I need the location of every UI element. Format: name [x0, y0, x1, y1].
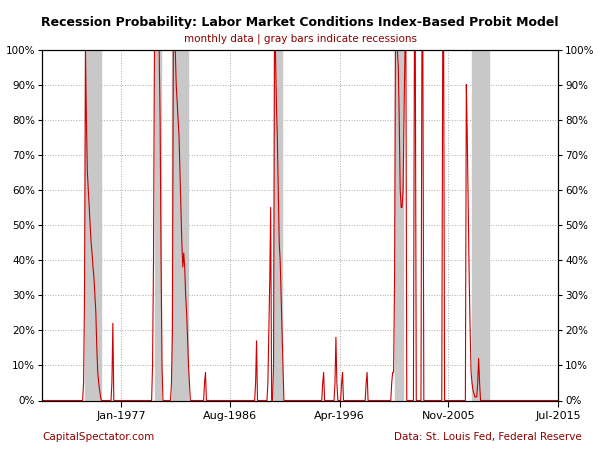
Bar [395, 50, 403, 400]
Bar [85, 50, 101, 400]
Text: monthly data | gray bars indicate recessions: monthly data | gray bars indicate recess… [184, 34, 416, 44]
Text: Recession Probability: Labor Market Conditions Index-Based Probit Model: Recession Probability: Labor Market Cond… [41, 16, 559, 29]
Bar [274, 50, 282, 400]
Bar [472, 50, 489, 400]
Text: CapitalSpectator.com: CapitalSpectator.com [42, 432, 154, 442]
Bar [172, 50, 188, 400]
Text: Data: St. Louis Fed, Federal Reserve: Data: St. Louis Fed, Federal Reserve [394, 432, 582, 442]
Bar [155, 50, 161, 400]
